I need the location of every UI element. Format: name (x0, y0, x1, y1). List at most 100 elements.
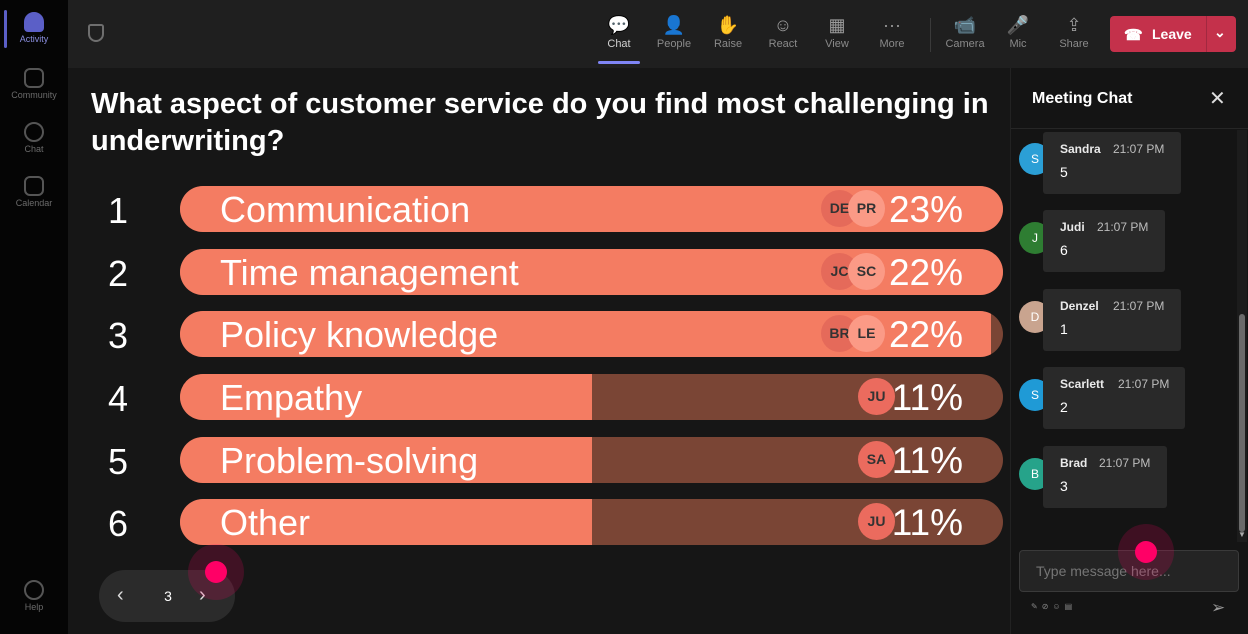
leave-button[interactable]: ☎ Leave ⌄ (1110, 16, 1236, 52)
option-label: Other (220, 502, 311, 543)
poll-option-row: 4 Empathy JU 11% (68, 374, 1010, 422)
option-percent: 22% (888, 314, 963, 355)
option-percent: 11% (891, 377, 963, 418)
avatar-initial: D (1030, 310, 1040, 324)
rail-item-label: Chat (24, 144, 44, 154)
rail-item-label: Help (24, 602, 44, 612)
message-time: 21:07 PM (1118, 377, 1170, 391)
poll-option-row: 3 Policy knowledge BR LE 22% (68, 311, 1010, 359)
shield-icon[interactable] (88, 24, 104, 42)
phone-hangup-icon: ☎ (1124, 27, 1143, 44)
option-label: Policy knowledge (220, 314, 499, 355)
option-bar: Other JU 11% (180, 499, 1003, 545)
message-text: 6 (1060, 242, 1068, 258)
poll-results-panel: What aspect of customer service do you f… (68, 68, 1010, 634)
rail-active-indicator (4, 10, 7, 48)
avatar-initial: S (1030, 152, 1039, 166)
message-time: 21:07 PM (1097, 220, 1149, 234)
toolbar-button-label: View (825, 38, 849, 50)
rail-item-community[interactable]: Community (0, 68, 68, 100)
option-label: Empathy (220, 377, 363, 418)
meeting-chat-panel: Meeting Chat ✕ S Sandra 21:07 PM 5 J Jud… (1010, 68, 1248, 634)
leave-divider (1206, 16, 1207, 52)
chat-title: Meeting Chat (1032, 90, 1133, 107)
pointer-indicator (188, 544, 244, 600)
toolbar-react-button[interactable]: ☺ React (758, 12, 808, 58)
message-time: 21:07 PM (1113, 299, 1165, 313)
toolbar-button-label: Mic (1009, 38, 1027, 50)
rail-item-label: Community (11, 90, 57, 100)
option-number: 1 (107, 190, 129, 231)
toolbar-raise-button[interactable]: ✋ Raise (703, 12, 753, 58)
share-icon: ⇪ (1066, 15, 1082, 35)
option-label: Time management (220, 252, 519, 293)
option-bar: Problem-solving SA 11% (180, 437, 1003, 483)
message-text: 3 (1060, 478, 1068, 494)
option-number: 5 (107, 441, 129, 482)
rail-item-label: Activity (19, 34, 49, 44)
close-icon[interactable]: ✕ (1209, 88, 1226, 110)
view-grid-icon: ▦ (828, 15, 846, 35)
send-icon[interactable]: ➢ (1211, 598, 1226, 617)
toolbar-button-label: More (879, 38, 905, 50)
pointer-dot (205, 561, 227, 583)
message-text: 5 (1060, 164, 1068, 180)
chat-message: Denzel 21:07 PM 1 (1043, 289, 1181, 351)
toolbar-button-label: Share (1059, 38, 1089, 50)
rail-item-help[interactable]: Help (0, 580, 68, 612)
scrollbar-thumb[interactable] (1239, 314, 1245, 532)
message-sender: Scarlett (1060, 377, 1105, 391)
toolbar-button-label: Chat (607, 38, 631, 50)
toolbar-view-button[interactable]: ▦ View (812, 12, 862, 58)
chat-message: Scarlett 21:07 PM 2 (1043, 367, 1185, 429)
option-bar: Time management JC SC 22% (180, 249, 1003, 295)
format-toolbar-icons[interactable]: ✎⊘☺▤ (1031, 602, 1077, 611)
avatar-initial: J (1032, 231, 1038, 245)
message-text: 2 (1060, 399, 1068, 415)
bell-icon (24, 12, 44, 32)
voter-avatar: PR (848, 190, 885, 227)
rail-item-label: Calendar (15, 198, 53, 208)
poll-question: What aspect of customer service do you f… (91, 88, 989, 157)
chat-scrollbar[interactable] (1237, 130, 1247, 542)
message-sender: Denzel (1060, 299, 1099, 313)
avatar-initial: S (1030, 388, 1039, 402)
rail-item-activity[interactable]: Activity (0, 12, 68, 44)
pointer-indicator (1118, 524, 1174, 580)
option-bar-fill (180, 437, 592, 483)
rail-item-chat[interactable]: Chat (0, 122, 68, 154)
chat-message: Judi 21:07 PM 6 (1043, 210, 1165, 272)
avatar-initial: B (1030, 467, 1039, 481)
voter-avatar: JU (858, 378, 895, 415)
camera-off-icon: 📹 (953, 15, 977, 35)
chat-header: Meeting Chat ✕ (1011, 68, 1248, 129)
option-percent: 11% (891, 502, 963, 543)
chevron-right-icon[interactable]: › (199, 584, 206, 606)
calendar-icon (24, 176, 44, 196)
scroll-down-arrow[interactable]: ▼ (1238, 530, 1246, 539)
toolbar-button-label: React (768, 38, 798, 50)
help-icon (24, 580, 44, 600)
toolbar-chat-button[interactable]: 💬 Chat (594, 12, 644, 64)
toolbar-more-button[interactable]: ··· More (867, 12, 917, 58)
chat-icon: 💬 (607, 15, 631, 35)
raise-hand-icon: ✋ (716, 15, 740, 35)
voter-avatar: JU (858, 503, 895, 540)
toolbar-mic-button[interactable]: 🎤 Mic (993, 12, 1043, 58)
toolbar-share-button[interactable]: ⇪ Share (1049, 12, 1099, 58)
option-bar-fill (180, 499, 592, 545)
toolbar-people-button[interactable]: 👤 People (649, 12, 699, 58)
pointer-dot (1135, 541, 1157, 563)
more-icon: ··· (883, 15, 901, 35)
message-text: 1 (1060, 321, 1068, 337)
chat-message-input[interactable] (1019, 550, 1239, 592)
poll-option-row: 6 Other JU 11% (68, 499, 1010, 547)
chevron-down-icon[interactable]: ⌄ (1214, 24, 1226, 40)
rail-item-calendar[interactable]: Calendar (0, 176, 68, 208)
community-icon (24, 68, 44, 88)
toolbar-camera-button[interactable]: 📹 Camera (940, 12, 990, 58)
chat-message: Brad 21:07 PM 3 (1043, 446, 1167, 508)
chevron-left-icon[interactable]: ‹ (117, 584, 124, 606)
chat-icon (24, 122, 44, 142)
